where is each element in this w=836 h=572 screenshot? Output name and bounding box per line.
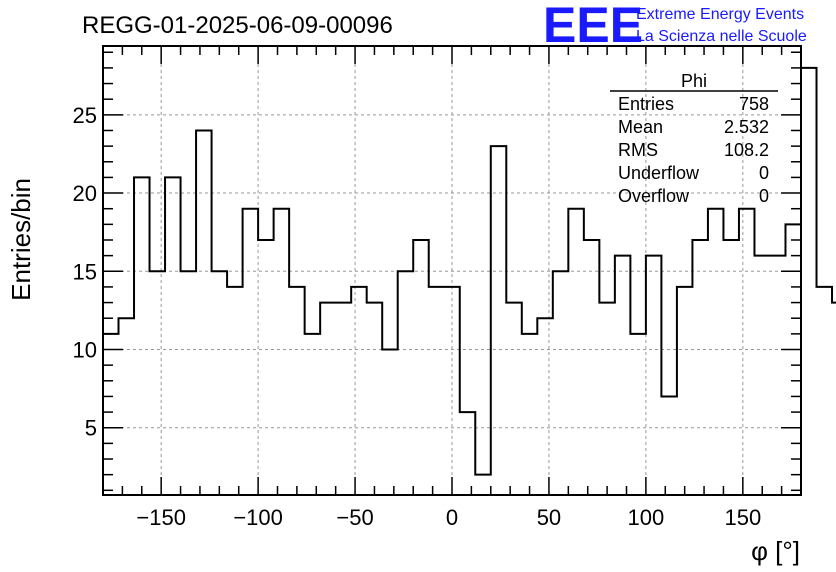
histogram-bin <box>692 240 708 495</box>
histogram-bin <box>181 271 197 495</box>
logo-mark: EEE <box>543 0 643 53</box>
histogram-bin <box>599 303 615 495</box>
histogram-bin <box>661 396 677 495</box>
histogram-bin <box>258 240 274 495</box>
grid-lines <box>103 46 801 495</box>
logo-line1: Extreme Energy Events <box>636 6 804 23</box>
histogram-bin <box>351 287 367 495</box>
x-tick-label: −50 <box>336 505 373 530</box>
histogram-bin <box>274 209 290 495</box>
x-tick-label: 0 <box>446 505 458 530</box>
y-tick-label: 25 <box>73 103 97 128</box>
histogram-bin <box>646 256 662 495</box>
histogram-bin <box>754 256 770 495</box>
x-tick-labels: −150 −100 −50 0 50 100 150 <box>136 505 761 530</box>
x-tick-label: 50 <box>537 505 561 530</box>
stats-box: Phi Entries 758 Mean 2.532 RMS 108.2 Und… <box>610 71 778 206</box>
stats-label-overflow: Overflow <box>618 186 690 206</box>
histogram-bin <box>708 209 724 495</box>
stats-value-overflow: 0 <box>759 186 769 206</box>
axis-ticks <box>102 46 802 495</box>
x-tick-label: 100 <box>628 505 665 530</box>
y-tick-labels: 5 10 15 20 25 <box>73 103 97 441</box>
histogram-bin <box>537 318 553 495</box>
histogram-bin <box>584 240 600 495</box>
stats-value-mean: 2.532 <box>724 117 769 137</box>
histogram-bin <box>460 412 476 495</box>
stats-label-underflow: Underflow <box>618 163 700 183</box>
histogram-bin <box>723 240 739 495</box>
histogram-bin <box>103 334 119 495</box>
histogram-bin <box>336 303 352 495</box>
stats-value-underflow: 0 <box>759 163 769 183</box>
y-tick-label: 20 <box>73 181 97 206</box>
histogram-bin <box>134 177 150 495</box>
histogram-bin <box>413 240 429 495</box>
histogram-bin <box>119 318 135 495</box>
histogram-bin <box>785 224 801 495</box>
histogram-bin <box>475 475 491 495</box>
chart-title: REGG-01-2025-06-09-00096 <box>82 12 393 39</box>
y-tick-label: 5 <box>85 416 97 441</box>
histogram-bin <box>320 303 336 495</box>
histogram-bin <box>615 256 631 495</box>
x-tick-label: −100 <box>233 505 283 530</box>
stats-value-rms: 108.2 <box>724 140 769 160</box>
histogram-bin <box>801 68 817 495</box>
histogram-bin <box>165 177 181 495</box>
stats-label-entries: Entries <box>618 94 674 114</box>
histogram-bin <box>398 271 414 495</box>
y-axis-label: Entries/bin <box>6 178 36 301</box>
histogram-bin <box>429 287 445 495</box>
histogram-bin <box>630 334 646 495</box>
histogram-bin <box>305 334 321 495</box>
histogram-bin <box>677 287 693 495</box>
stats-label-mean: Mean <box>618 117 663 137</box>
histogram-bin <box>817 287 833 495</box>
histogram-bin <box>196 130 212 495</box>
x-axis-label: φ [°] <box>751 536 800 566</box>
histogram-bin <box>553 271 569 495</box>
histogram-bin <box>522 334 538 495</box>
logo-line2: La Scienza nelle Scuole <box>636 28 807 45</box>
stats-value-entries: 758 <box>739 94 769 114</box>
x-tick-label: 150 <box>724 505 761 530</box>
histogram-bin <box>491 146 507 495</box>
stats-label-rms: RMS <box>618 140 658 160</box>
histogram-bin <box>212 271 228 495</box>
x-tick-label: −150 <box>136 505 186 530</box>
eee-logo: EEE Extreme Energy Events La Scienza nel… <box>543 0 807 53</box>
histogram-bin <box>243 209 259 495</box>
y-tick-label: 10 <box>73 338 97 363</box>
histogram-bin <box>832 303 836 495</box>
histogram-bin <box>506 303 522 495</box>
histogram-bin <box>227 287 243 495</box>
histogram-bin <box>382 350 398 495</box>
histogram-bin <box>739 209 755 495</box>
histogram-outline <box>103 66 836 476</box>
histogram-bin <box>150 271 166 495</box>
histogram-bin <box>367 303 383 495</box>
histogram-bin <box>770 256 786 495</box>
y-tick-label: 15 <box>73 259 97 284</box>
stats-name: Phi <box>681 71 707 91</box>
histogram-bin <box>568 209 584 495</box>
histogram-bin <box>289 287 305 495</box>
